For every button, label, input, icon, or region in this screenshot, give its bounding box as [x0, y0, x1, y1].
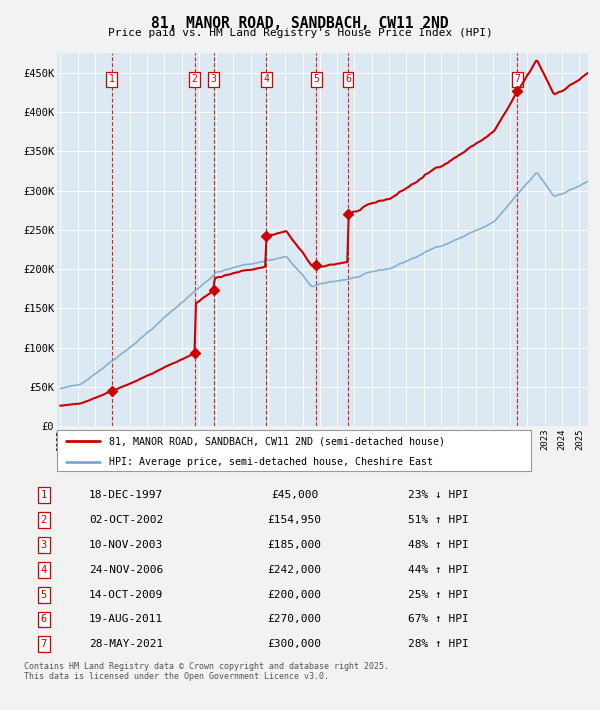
Text: 7: 7	[41, 639, 47, 650]
Text: 25% ↑ HPI: 25% ↑ HPI	[407, 589, 468, 600]
Text: 48% ↑ HPI: 48% ↑ HPI	[407, 540, 468, 550]
Text: 2: 2	[191, 75, 197, 84]
Text: 4: 4	[263, 75, 269, 84]
Text: 10-NOV-2003: 10-NOV-2003	[89, 540, 163, 550]
Text: 28-MAY-2021: 28-MAY-2021	[89, 639, 163, 650]
Text: 67% ↑ HPI: 67% ↑ HPI	[407, 614, 468, 625]
Text: £300,000: £300,000	[268, 639, 322, 650]
Text: £270,000: £270,000	[268, 614, 322, 625]
Text: £200,000: £200,000	[268, 589, 322, 600]
Text: 18-DEC-1997: 18-DEC-1997	[89, 490, 163, 501]
Text: 81, MANOR ROAD, SANDBACH, CW11 2ND (semi-detached house): 81, MANOR ROAD, SANDBACH, CW11 2ND (semi…	[109, 437, 445, 447]
Text: 6: 6	[41, 614, 47, 625]
Text: 28% ↑ HPI: 28% ↑ HPI	[407, 639, 468, 650]
Text: 7: 7	[514, 75, 520, 84]
Text: 5: 5	[313, 75, 319, 84]
Text: 81, MANOR ROAD, SANDBACH, CW11 2ND: 81, MANOR ROAD, SANDBACH, CW11 2ND	[151, 16, 449, 31]
Text: Contains HM Land Registry data © Crown copyright and database right 2025.
This d: Contains HM Land Registry data © Crown c…	[24, 662, 389, 681]
Text: 44% ↑ HPI: 44% ↑ HPI	[407, 564, 468, 575]
Text: 3: 3	[41, 540, 47, 550]
Text: £185,000: £185,000	[268, 540, 322, 550]
Text: 3: 3	[211, 75, 217, 84]
Text: 6: 6	[345, 75, 351, 84]
Text: £154,950: £154,950	[268, 515, 322, 525]
Text: Price paid vs. HM Land Registry's House Price Index (HPI): Price paid vs. HM Land Registry's House …	[107, 28, 493, 38]
Text: 1: 1	[41, 490, 47, 501]
Text: 1: 1	[109, 75, 115, 84]
Text: 2: 2	[41, 515, 47, 525]
Text: £242,000: £242,000	[268, 564, 322, 575]
Text: 23% ↓ HPI: 23% ↓ HPI	[407, 490, 468, 501]
Text: £45,000: £45,000	[271, 490, 319, 501]
Text: 14-OCT-2009: 14-OCT-2009	[89, 589, 163, 600]
Text: 51% ↑ HPI: 51% ↑ HPI	[407, 515, 468, 525]
Text: 02-OCT-2002: 02-OCT-2002	[89, 515, 163, 525]
Text: 19-AUG-2011: 19-AUG-2011	[89, 614, 163, 625]
Text: 4: 4	[41, 564, 47, 575]
Text: 24-NOV-2006: 24-NOV-2006	[89, 564, 163, 575]
Text: 5: 5	[41, 589, 47, 600]
Text: HPI: Average price, semi-detached house, Cheshire East: HPI: Average price, semi-detached house,…	[109, 457, 433, 467]
